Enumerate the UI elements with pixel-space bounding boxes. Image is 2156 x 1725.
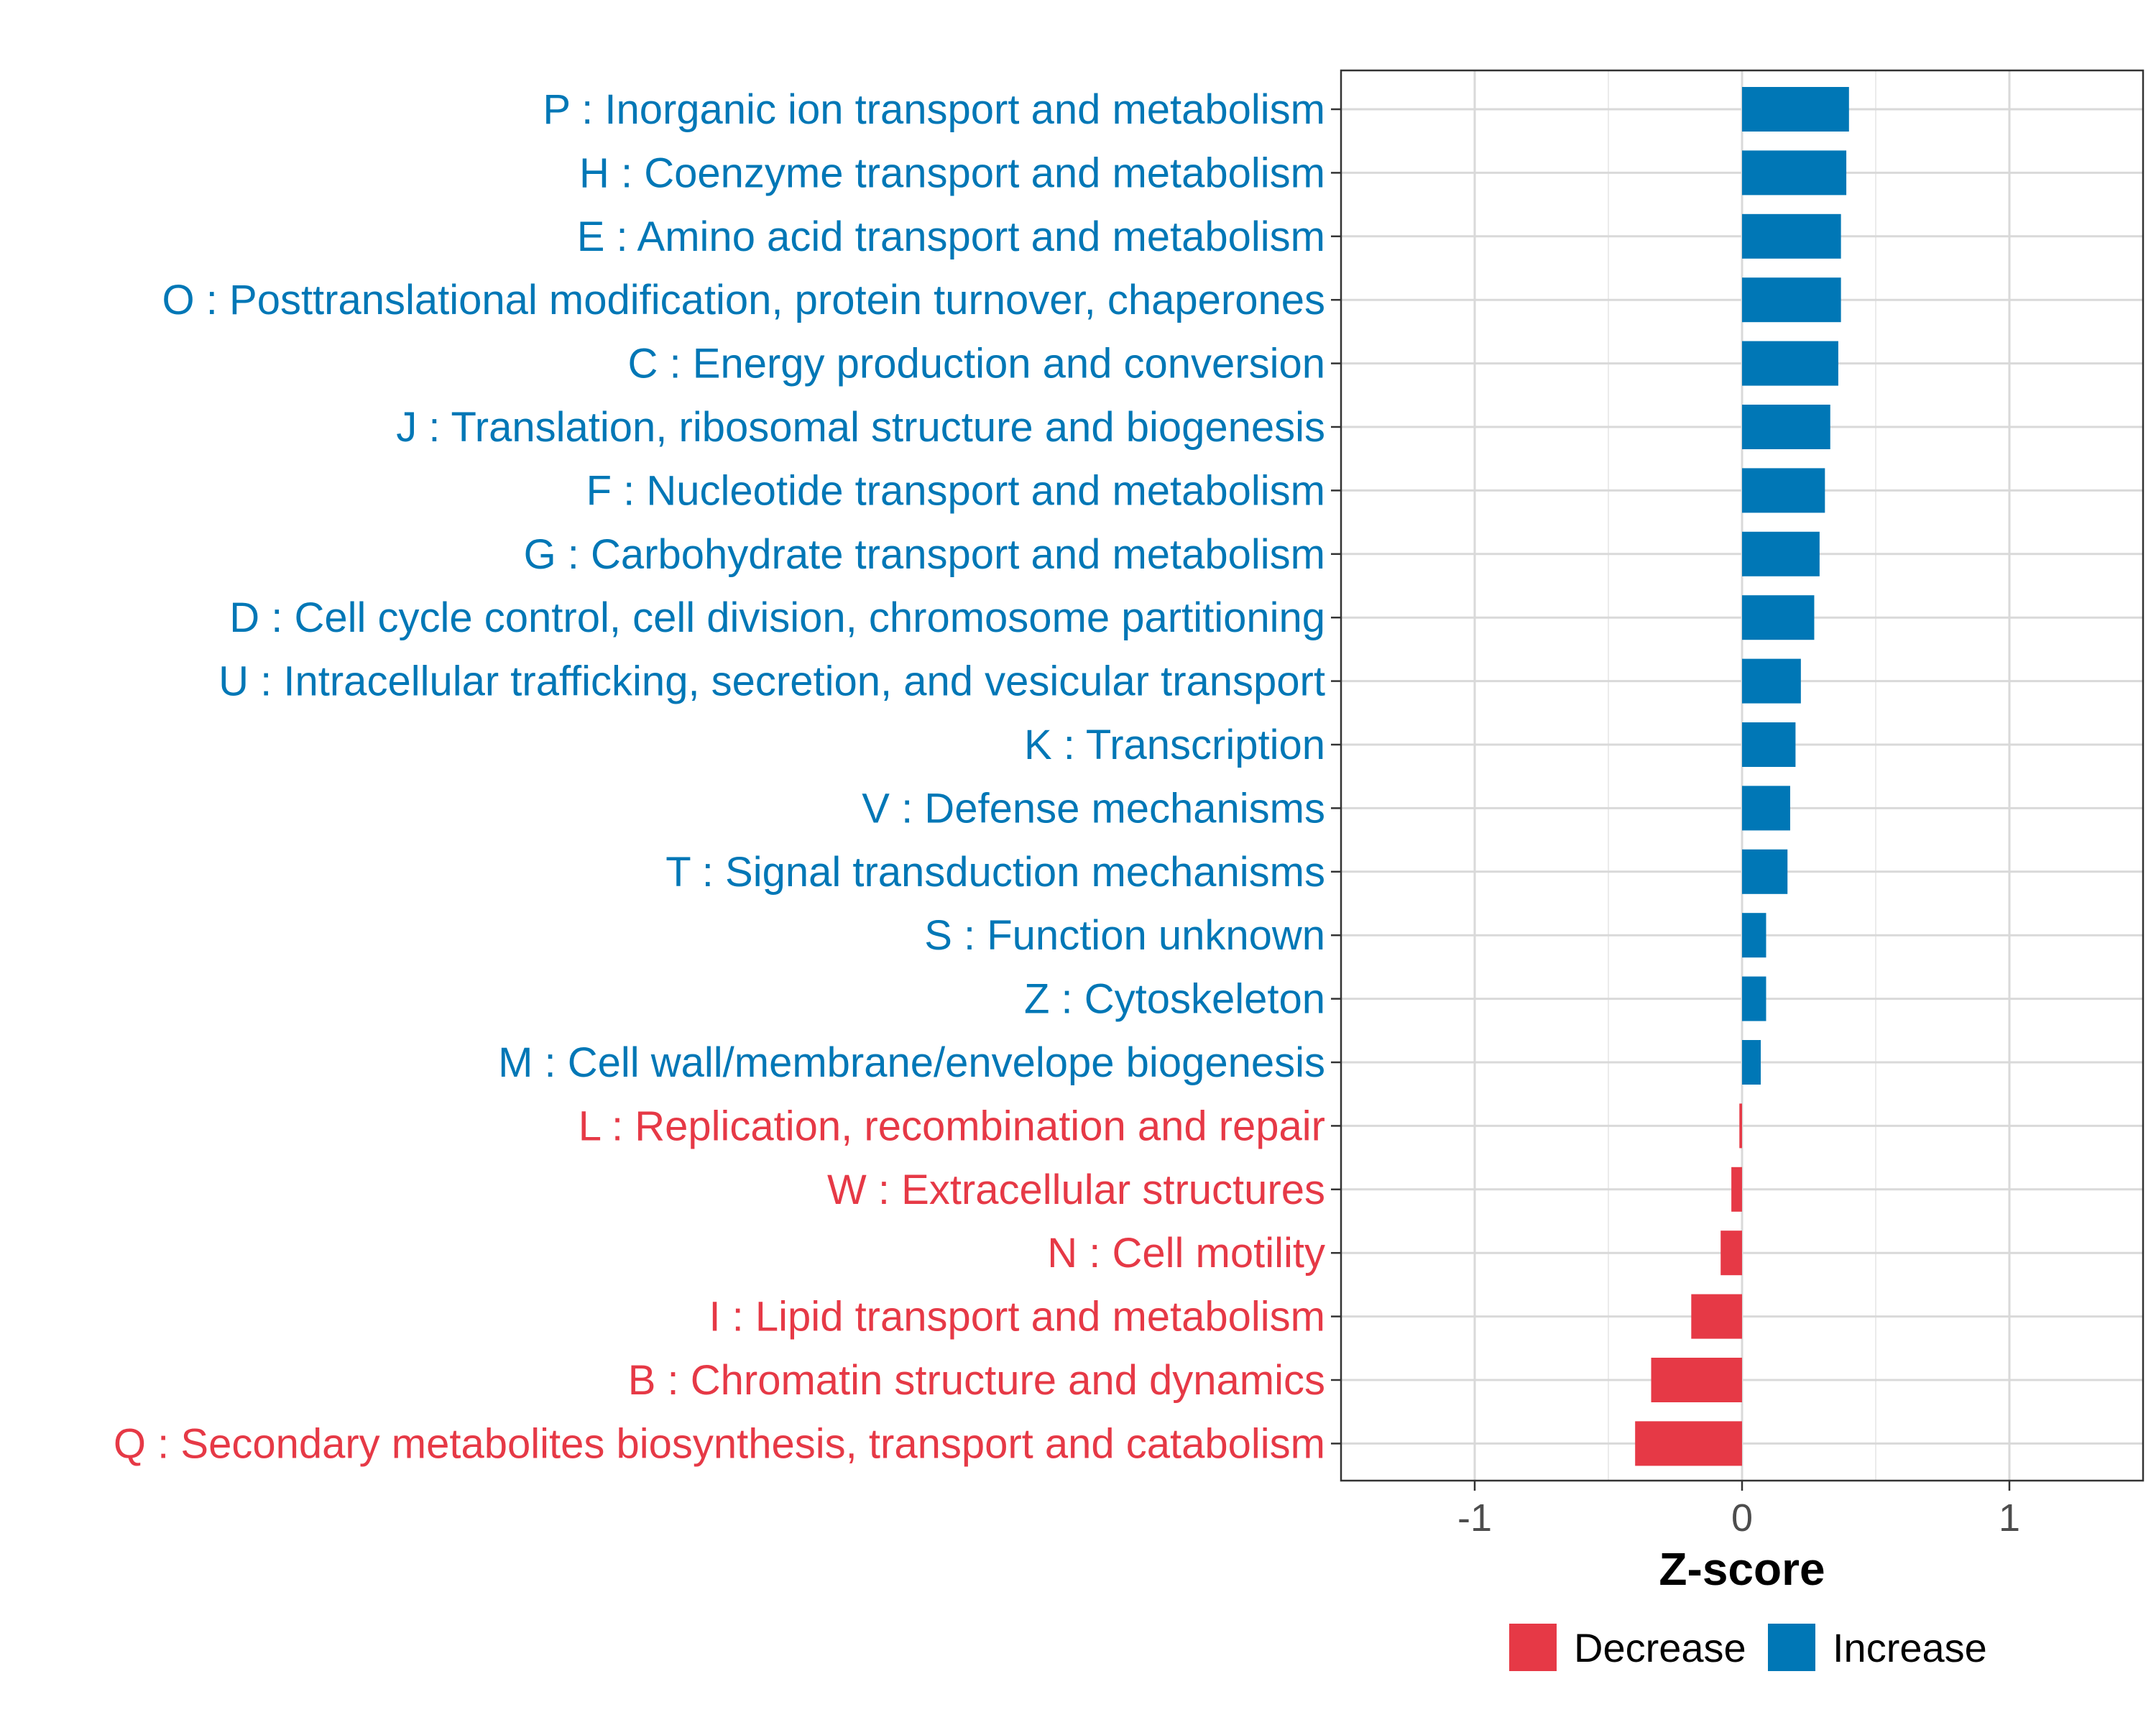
bars: [1635, 87, 1849, 1466]
x-tick-label: 1: [1999, 1496, 2020, 1540]
axis-ticks: [1331, 108, 2011, 1491]
category-label: E : Amino acid transport and metabolism: [577, 213, 1325, 260]
bar: [1742, 150, 1847, 196]
category-label: I : Lipid transport and metabolism: [709, 1294, 1325, 1340]
category-label: F : Nucleotide transport and metabolism: [586, 467, 1325, 514]
bar: [1742, 531, 1820, 576]
category-label: L : Replication, recombination and repai…: [579, 1103, 1325, 1149]
category-label: U : Intracellular trafficking, secretion…: [218, 658, 1325, 705]
legend-label: Decrease: [1574, 1625, 1746, 1670]
category-label: Z : Cytoskeleton: [1024, 976, 1325, 1023]
bar: [1742, 849, 1788, 894]
category-label: N : Cell motility: [1047, 1230, 1325, 1276]
category-label: O : Posttranslational modification, prot…: [162, 277, 1325, 323]
category-label: V : Defense mechanisms: [862, 785, 1325, 832]
legend: Decrease Increase: [1509, 1624, 1987, 1671]
bar: [1742, 595, 1815, 640]
bar: [1635, 1421, 1742, 1466]
bar: [1742, 213, 1841, 259]
bar: [1651, 1358, 1742, 1402]
bar: [1742, 87, 1849, 132]
bar: [1720, 1230, 1742, 1276]
bar: [1742, 405, 1830, 449]
category-label: H : Coenzyme transport and metabolism: [579, 150, 1325, 196]
x-tick-labels: -1 0 1: [1457, 1496, 2020, 1540]
category-labels: P : Inorganic ion transport and metaboli…: [114, 86, 1325, 1467]
category-label: G : Carbohydrate transport and metabolis…: [524, 531, 1325, 578]
bar: [1731, 1167, 1742, 1212]
bar: [1742, 786, 1790, 831]
category-label: K : Transcription: [1024, 722, 1325, 768]
bar: [1742, 913, 1766, 958]
bar: [1742, 976, 1766, 1021]
legend-key: [1768, 1624, 1815, 1671]
category-label: C : Energy production and conversion: [628, 341, 1325, 387]
category-label: T : Signal transduction mechanisms: [665, 849, 1325, 896]
bar: [1739, 1103, 1742, 1149]
bar: [1742, 277, 1841, 323]
category-label: J : Translation, ribosomal structure and…: [396, 404, 1325, 451]
bar: [1742, 468, 1825, 513]
category-label: Q : Secondary metabolites biosynthesis, …: [114, 1420, 1325, 1467]
x-tick-label: 0: [1731, 1496, 1753, 1540]
bar: [1691, 1294, 1742, 1339]
category-label: B : Chromatin structure and dynamics: [628, 1357, 1325, 1404]
category-label: D : Cell cycle control, cell division, c…: [229, 594, 1325, 641]
category-label: M : Cell wall/membrane/envelope biogenes…: [498, 1039, 1325, 1086]
category-label: S : Function unknown: [924, 912, 1325, 959]
x-tick-label: -1: [1457, 1496, 1492, 1540]
category-label: P : Inorganic ion transport and metaboli…: [543, 86, 1325, 133]
bar: [1742, 722, 1796, 767]
bar: [1742, 1040, 1761, 1085]
legend-label: Increase: [1833, 1625, 1987, 1670]
legend-key: [1509, 1624, 1557, 1671]
x-axis-title: Z-score: [1659, 1543, 1825, 1595]
bar: [1742, 341, 1838, 386]
category-label: W : Extracellular structures: [827, 1167, 1325, 1213]
bar: [1742, 658, 1801, 704]
